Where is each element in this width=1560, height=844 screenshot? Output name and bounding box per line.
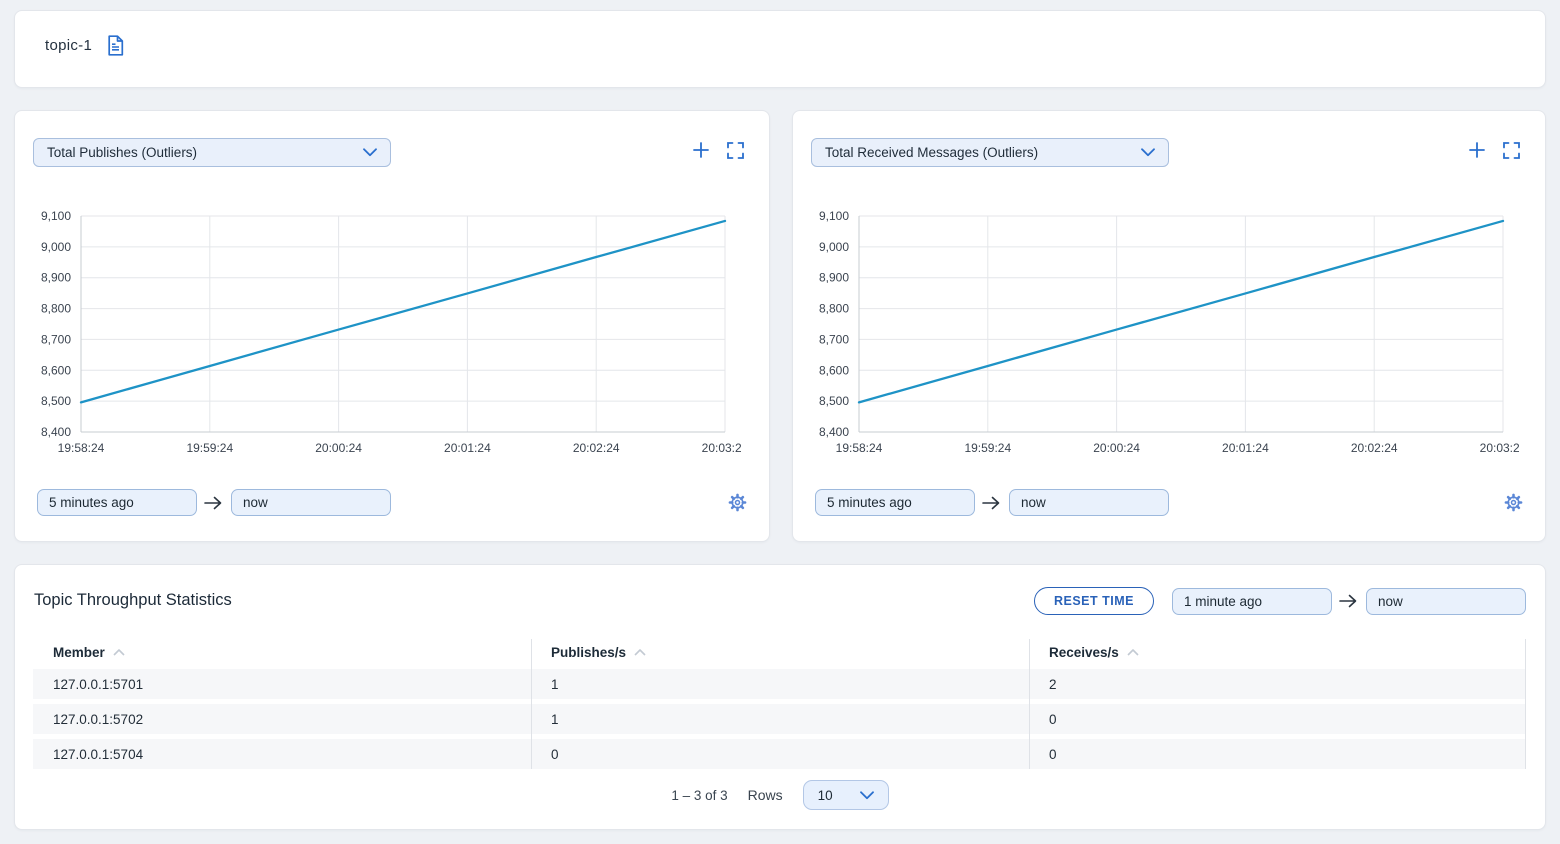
svg-text:9,000: 9,000 [819, 240, 849, 254]
svg-text:8,800: 8,800 [41, 302, 71, 316]
column-header-receives[interactable]: Receives/s [1029, 645, 1525, 660]
received-chart-card: Total Received Messages (Outliers) 8,400… [792, 110, 1546, 542]
arrow-right-icon [203, 495, 225, 511]
chevron-down-icon [363, 148, 377, 157]
svg-text:20:01:24: 20:01:24 [1222, 441, 1269, 455]
metric-select-label: Total Publishes (Outliers) [47, 145, 198, 160]
chevron-down-icon [859, 790, 874, 800]
svg-text:20:02:24: 20:02:24 [1351, 441, 1398, 455]
publishes-chart-card: Total Publishes (Outliers) 8,400 8,500 8,6… [14, 110, 770, 542]
metric-select-publishes[interactable]: Total Publishes (Outliers) [33, 138, 391, 167]
svg-text:8,500: 8,500 [819, 394, 849, 408]
time-from-input[interactable] [815, 489, 975, 516]
topic-header-card: topic-1 [14, 10, 1546, 88]
time-to-input[interactable] [1009, 489, 1169, 516]
rows-per-page-label: Rows [747, 787, 783, 803]
svg-text:20:00:24: 20:00:24 [1093, 441, 1140, 455]
svg-text:8,600: 8,600 [819, 363, 849, 377]
stats-time-to-input[interactable] [1366, 587, 1526, 615]
svg-text:20:01:24: 20:01:24 [444, 441, 491, 455]
chart-settings-button[interactable] [1504, 493, 1523, 512]
column-divider [531, 639, 532, 769]
member-cell: 127.0.0.1:5704 [53, 746, 144, 762]
svg-text:20:02:24: 20:02:24 [573, 441, 620, 455]
metric-select-label: Total Received Messages (Outliers) [825, 145, 1039, 160]
sort-chevron-up-icon [634, 648, 646, 656]
table-row: 127.0.0.1:5701 1 2 [33, 669, 1525, 699]
table-row: 127.0.0.1:5702 1 0 [33, 704, 1525, 734]
publishes-cell: 1 [551, 676, 559, 692]
chart-settings-button[interactable] [728, 493, 747, 512]
svg-text:8,700: 8,700 [41, 332, 71, 346]
receives-cell: 0 [1049, 711, 1057, 727]
svg-text:20:00:24: 20:00:24 [315, 441, 362, 455]
svg-text:19:58:24: 19:58:24 [836, 441, 883, 455]
svg-text:8,800: 8,800 [819, 302, 849, 316]
svg-text:19:59:24: 19:59:24 [964, 441, 1011, 455]
svg-text:19:58:24: 19:58:24 [58, 441, 105, 455]
reset-time-button[interactable]: RESET TIME [1033, 587, 1154, 615]
svg-text:8,900: 8,900 [41, 271, 71, 285]
member-cell: 127.0.0.1:5702 [53, 711, 144, 727]
plus-icon [692, 141, 710, 159]
svg-text:8,500: 8,500 [41, 394, 71, 408]
table-row: 127.0.0.1:5704 0 0 [33, 739, 1525, 769]
fullscreen-button[interactable] [1503, 141, 1520, 159]
document-icon[interactable] [106, 35, 125, 56]
arrow-right-icon [1338, 593, 1360, 609]
rows-per-page-select[interactable]: 10 [802, 780, 889, 810]
column-header-publishes[interactable]: Publishes/s [531, 645, 1029, 660]
column-divider [1525, 639, 1526, 769]
time-to-input[interactable] [231, 489, 391, 516]
received-line-chart: 8,400 8,500 8,600 8,700 8,800 8,900 9,000 9,100… [819, 209, 1519, 455]
svg-text:8,600: 8,600 [41, 363, 71, 377]
table-header-row: Member Publishes/s Receives/s [33, 637, 1525, 667]
svg-text:9,100: 9,100 [819, 209, 849, 223]
stats-title: Topic Throughput Statistics [34, 591, 232, 609]
arrow-right-icon [981, 495, 1003, 511]
publishes-line-chart: 8,400 8,500 8,600 8,700 8,800 8,900 9,000 9,100… [41, 209, 741, 455]
page-title: topic-1 [45, 37, 93, 54]
receives-cell: 2 [1049, 676, 1057, 692]
rows-select-value: 10 [817, 787, 833, 803]
time-from-input[interactable] [37, 489, 197, 516]
stats-time-from-input[interactable] [1172, 587, 1332, 615]
fullscreen-icon [1503, 141, 1520, 159]
topic-throughput-statistics-card: Topic Throughput Statistics RESET TIME M… [14, 564, 1546, 830]
column-divider [1029, 639, 1030, 769]
fullscreen-icon [727, 141, 744, 159]
svg-text:8,400: 8,400 [819, 425, 849, 439]
publishes-cell: 0 [551, 746, 559, 762]
column-header-member[interactable]: Member [33, 645, 531, 660]
sort-chevron-up-icon [113, 648, 125, 656]
pagination-bar: 1 – 3 of 3 Rows 10 [15, 780, 1545, 810]
svg-text:20:03:24: 20:03:24 [702, 441, 741, 455]
plus-icon [1468, 141, 1486, 159]
add-chart-button[interactable] [692, 141, 710, 159]
sort-chevron-up-icon [1127, 648, 1139, 656]
chevron-down-icon [1141, 148, 1155, 157]
add-chart-button[interactable] [1468, 141, 1486, 159]
svg-text:8,400: 8,400 [41, 425, 71, 439]
svg-text:9,000: 9,000 [41, 240, 71, 254]
fullscreen-button[interactable] [727, 141, 744, 159]
publishes-cell: 1 [551, 711, 559, 727]
svg-text:8,900: 8,900 [819, 271, 849, 285]
receives-cell: 0 [1049, 746, 1057, 762]
member-cell: 127.0.0.1:5701 [53, 676, 144, 692]
settings-gear-icon [728, 493, 747, 512]
svg-text:20:03:24: 20:03:24 [1480, 441, 1519, 455]
svg-text:19:59:24: 19:59:24 [186, 441, 233, 455]
svg-text:9,100: 9,100 [41, 209, 71, 223]
settings-gear-icon [1504, 493, 1523, 512]
metric-select-received[interactable]: Total Received Messages (Outliers) [811, 138, 1169, 167]
pagination-range: 1 – 3 of 3 [671, 787, 728, 803]
svg-text:8,700: 8,700 [819, 332, 849, 346]
